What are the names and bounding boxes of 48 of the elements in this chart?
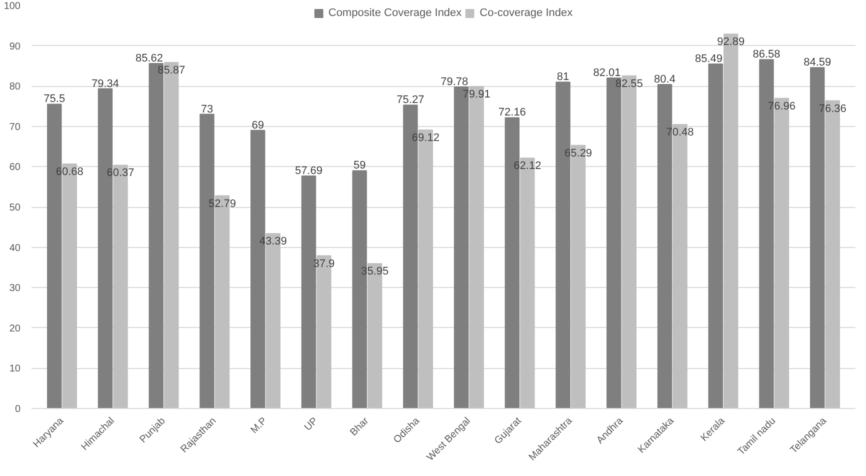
data-label: 70.48 bbox=[666, 126, 694, 138]
y-tick-label: 90 bbox=[9, 41, 21, 52]
data-label: 79.91 bbox=[462, 88, 490, 100]
data-label: 60.68 bbox=[56, 166, 84, 178]
data-label: 65.29 bbox=[564, 147, 592, 160]
data-label: 69.12 bbox=[412, 132, 440, 144]
y-tick-label: 0 bbox=[14, 404, 21, 415]
data-label: 82.55 bbox=[615, 78, 643, 90]
x-tick-label: M.P bbox=[249, 415, 270, 436]
y-tick-label: 80 bbox=[9, 82, 21, 93]
data-label: 79.78 bbox=[440, 76, 468, 88]
data-label: 76.96 bbox=[768, 100, 796, 112]
data-label: 43.39 bbox=[259, 236, 287, 248]
y-tick-label: 100 bbox=[4, 1, 21, 12]
data-label: 35.95 bbox=[361, 266, 389, 278]
data-label: 85.49 bbox=[694, 52, 722, 65]
y-tick-label: 30 bbox=[9, 283, 21, 294]
y-tick-label: 10 bbox=[9, 364, 21, 375]
data-label: 82.01 bbox=[593, 67, 621, 79]
y-tick-label: 70 bbox=[9, 122, 21, 133]
data-label: 62.12 bbox=[514, 160, 542, 172]
y-tick-label: 40 bbox=[9, 242, 21, 254]
data-label: 75.5 bbox=[44, 93, 66, 106]
data-label: 85.62 bbox=[135, 52, 163, 64]
y-tick-label: 20 bbox=[9, 323, 21, 334]
data-label: 86.58 bbox=[752, 48, 780, 61]
data-label: 84.59 bbox=[804, 56, 832, 69]
data-label: 37.9 bbox=[313, 258, 335, 270]
y-tick-label: 50 bbox=[9, 202, 21, 214]
data-label: 81 bbox=[556, 71, 570, 84]
data-label: 80.4 bbox=[654, 73, 676, 86]
data-label: 52.79 bbox=[208, 198, 236, 210]
data-label: 59 bbox=[353, 160, 366, 172]
data-label: 69 bbox=[252, 119, 264, 132]
x-tick-label: UP bbox=[302, 415, 320, 434]
data-label: 57.69 bbox=[294, 165, 322, 178]
y-tick-label: 60 bbox=[9, 162, 21, 174]
data-label: 79.34 bbox=[91, 78, 120, 90]
data-label: 73 bbox=[200, 103, 214, 116]
legend-label: Composite Coverage Index bbox=[328, 7, 462, 19]
bar bbox=[708, 63, 723, 408]
legend-label: Co-coverage Index bbox=[480, 7, 573, 19]
data-label: 85.87 bbox=[158, 64, 186, 76]
data-label: 75.27 bbox=[396, 94, 424, 106]
data-label: 92.89 bbox=[717, 36, 745, 48]
data-label: 72.16 bbox=[498, 106, 526, 119]
data-label: 60.37 bbox=[106, 167, 134, 180]
data-label: 76.36 bbox=[818, 102, 846, 115]
